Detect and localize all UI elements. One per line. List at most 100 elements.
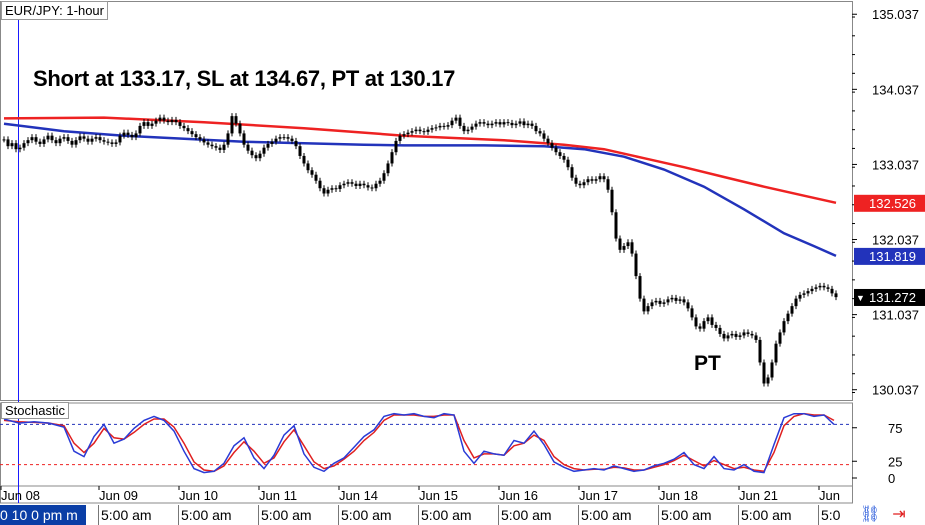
candle-body [646, 306, 650, 312]
candle-body [54, 140, 58, 144]
price-candles [2, 113, 838, 387]
candle-body [746, 332, 750, 334]
candle-body [654, 300, 658, 303]
price-badge-black [854, 288, 925, 306]
candle-body [366, 185, 370, 188]
stoch-y-tick-label: 75 [888, 421, 902, 436]
time-scale-cell[interactable]: 5:00 am [98, 505, 152, 525]
candle-body [334, 188, 338, 190]
candle-body [70, 140, 74, 145]
arrow-right-icon[interactable]: ⇥ [892, 506, 906, 523]
candle-body [510, 122, 514, 126]
candle-body [582, 182, 586, 186]
candle-body [682, 299, 686, 303]
candle-body [142, 122, 146, 126]
candle-body [694, 317, 698, 327]
candle-body [578, 183, 582, 186]
candle-body [462, 125, 466, 132]
candle-body [310, 170, 314, 175]
time-scale-bar[interactable] [0, 505, 925, 525]
candle-body [162, 117, 166, 121]
candle-body [318, 180, 322, 189]
candle-body [754, 335, 758, 340]
candle-body [258, 153, 262, 159]
candle-body [342, 183, 346, 186]
candle-body [190, 131, 194, 135]
candle-body [554, 147, 558, 153]
candle-body [246, 144, 250, 151]
candle-body [474, 123, 478, 127]
candle-body [786, 313, 790, 322]
candle-body [262, 147, 266, 154]
candle-body [630, 242, 634, 254]
candle-body [542, 133, 546, 139]
candle-body [666, 299, 670, 303]
time-scale-cell[interactable]: 5:00 am [418, 505, 472, 525]
candle-body [434, 127, 438, 129]
candle-body [282, 137, 286, 139]
candle-body [538, 131, 542, 134]
stoch-y-tick-label: 25 [888, 454, 902, 469]
candle-body [234, 116, 238, 124]
time-scale-cell[interactable]: 5:00 am [578, 505, 632, 525]
candle-body [642, 298, 646, 312]
stochastic-pane [0, 402, 853, 487]
candle-body [810, 288, 814, 292]
time-scale-cell[interactable]: 5:00 am [658, 505, 712, 525]
candle-body [802, 293, 806, 295]
candle-body [374, 183, 378, 189]
candle-body [606, 179, 610, 190]
candle-body [778, 332, 782, 344]
symbol-label: EUR/JPY: 1-hour [1, 1, 108, 20]
time-scale-cell[interactable]: 5:00 am [178, 505, 232, 525]
candle-body [22, 143, 26, 148]
candle-body [186, 128, 190, 132]
candle-body [750, 333, 754, 336]
time-scale-cell[interactable]: 5:00 am [338, 505, 392, 525]
candle-body [622, 246, 626, 250]
candle-body [594, 179, 598, 181]
date-axis-pane [0, 485, 853, 504]
x-tick-label: Jun 18 [659, 488, 698, 503]
candle-body [118, 135, 122, 143]
candle-body [714, 324, 718, 328]
main-pane [0, 1, 853, 401]
candle-body [226, 133, 230, 145]
candle-body [362, 183, 366, 186]
candle-body [150, 123, 154, 126]
candle-body [134, 133, 138, 138]
x-tick-label: Jun 14 [339, 488, 378, 503]
time-scale-cell[interactable]: 5:0 [818, 505, 840, 525]
candle-body [710, 317, 714, 325]
candle-body [14, 143, 18, 150]
candle-body [482, 122, 486, 124]
candle-body [514, 123, 518, 126]
candle-body [386, 163, 390, 174]
time-scale-cell[interactable]: 5:00 am [738, 505, 792, 525]
candle-body [782, 321, 786, 333]
time-scale-cell[interactable]: 5:00 am [498, 505, 552, 525]
candle-body [166, 120, 170, 123]
candle-body [146, 122, 150, 126]
candle-body [66, 137, 70, 141]
x-tick-label: Jun 15 [419, 488, 458, 503]
candle-body [566, 159, 570, 168]
link-icon[interactable]: ⛓ [860, 506, 881, 523]
candle-body [358, 183, 362, 186]
candle-body [26, 140, 30, 144]
candle-body [758, 339, 762, 363]
candle-body [62, 137, 66, 139]
candle-body [422, 131, 426, 133]
candle-body [610, 189, 614, 213]
candle-body [270, 141, 274, 144]
time-scale-selected[interactable]: 0 10 0 pm m [0, 505, 86, 525]
time-scale-cell[interactable]: 5:00 am [258, 505, 312, 525]
x-tick-label: Jun 16 [499, 488, 538, 503]
candle-body [330, 188, 334, 190]
candle-body [138, 125, 142, 134]
candle-body [470, 126, 474, 130]
candle-body [702, 321, 706, 329]
candle-body [806, 291, 810, 294]
candle-body [590, 179, 594, 181]
